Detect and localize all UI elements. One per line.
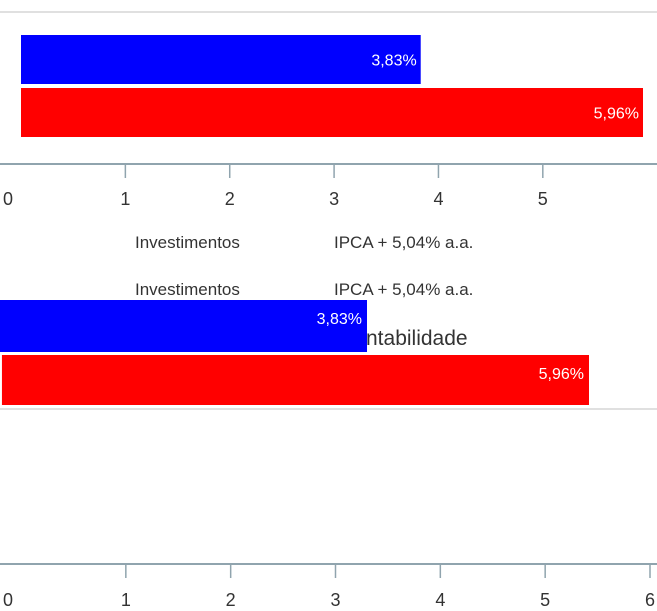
top-x-tick-label-3: 3 (329, 189, 339, 209)
top-x-tick-label-4: 4 (433, 189, 443, 209)
legend-label-ipca-1: IPCA + 5,04% a.a. (334, 233, 474, 252)
bottom-x-tick-label-0: 0 (3, 590, 13, 610)
top-bar-label-ipca: 5,96% (594, 106, 639, 123)
top-bar-investimentos (21, 35, 421, 84)
top-x-tick-label-0: 0 (3, 189, 13, 209)
bottom-x-tick-label-5: 5 (540, 590, 550, 610)
chart-bottom: 0 1 2 3 4 5 6 (0, 408, 657, 610)
top-bar-ipca (21, 88, 643, 137)
bottom-x-tick-label-4: 4 (435, 590, 445, 610)
top-x-tick-label-5: 5 (538, 189, 548, 209)
top-bar-label-investimentos: 3,83% (371, 53, 416, 70)
legend-label-investimentos-2: Investimentos (135, 280, 240, 299)
top-x-tick-label-1: 1 (120, 189, 130, 209)
legend-label-ipca-2: IPCA + 5,04% a.a. (334, 280, 474, 299)
bottom-x-tick-label-2: 2 (226, 590, 236, 610)
bottom-x-tick-label-3: 3 (330, 590, 340, 610)
bottom-x-tick-label-6: 6 (645, 590, 655, 610)
legend-label-investimentos-1: Investimentos (135, 233, 240, 252)
chart-title-fragment: ntabilidade (366, 327, 468, 350)
top-x-tick-label-2: 2 (225, 189, 235, 209)
bottom-x-tick-label-1: 1 (121, 590, 131, 610)
chart-top: 0 1 2 3 4 5 3,83% 5,96% (0, 11, 657, 209)
